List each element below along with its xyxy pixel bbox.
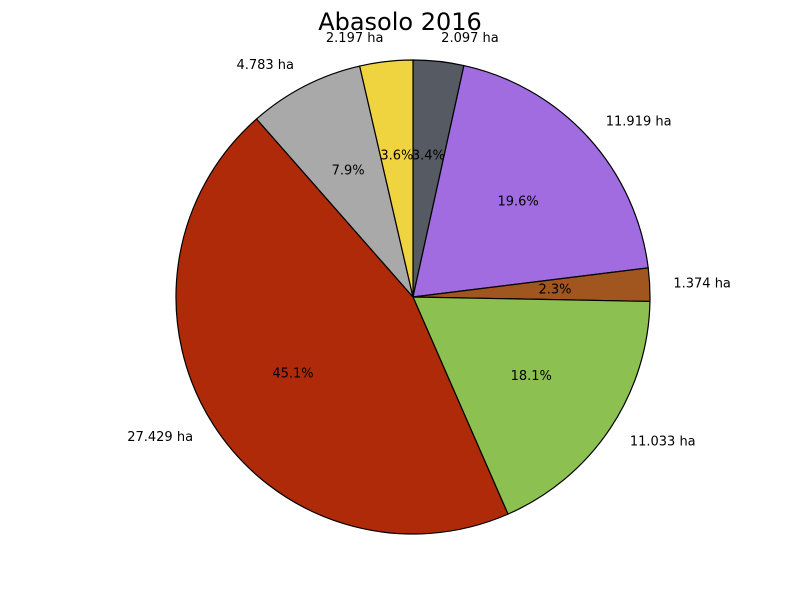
pie-slice (412, 64, 649, 298)
pie-slice (255, 65, 414, 298)
slice-value-label: 11.919 ha (606, 114, 672, 129)
chart-title: Abasolo 2016 (318, 8, 482, 36)
pie-slice (412, 296, 651, 515)
percent-labels: 3.4% 19.6% 2.3% 18.1% 45.1% 7.9% 3.6% (272, 149, 571, 384)
slice-value-label: 27.429 ha (127, 430, 193, 445)
slice-percent-label: 3.6% (380, 149, 413, 164)
slice-percent-label: 19.6% (497, 194, 538, 209)
value-labels: 2.097 ha 11.919 ha 1.374 ha 11.033 ha 27.429… (127, 31, 731, 450)
slice-value-label: 4.783 ha (236, 58, 294, 73)
slice-percent-label: 2.3% (538, 283, 571, 298)
pie-slice (175, 118, 509, 535)
pie-slice (358, 59, 414, 298)
slice-percent-label: 7.9% (332, 163, 365, 178)
slice-percent-label: 18.1% (511, 369, 552, 384)
slice-percent-label: 3.4% (412, 149, 445, 164)
slice-percent-label: 45.1% (272, 366, 313, 381)
slice-value-label: 11.033 ha (630, 435, 696, 450)
slice-value-label: 2.197 ha (326, 31, 384, 46)
slice-value-label: 1.374 ha (673, 276, 731, 291)
slice-value-label: 2.097 ha (441, 31, 499, 46)
pie-slices (175, 59, 651, 535)
